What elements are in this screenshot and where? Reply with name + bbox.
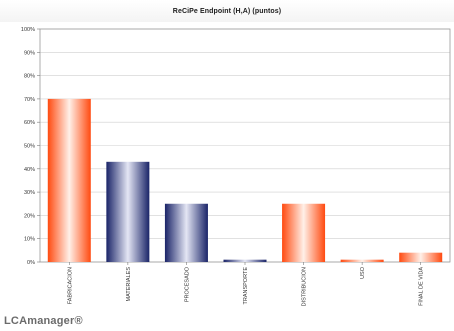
grid-layer [40, 28, 450, 263]
y-tick-label: 20% [24, 213, 35, 219]
x-tick-label: PROCESADO [184, 266, 190, 302]
lcamanager-watermark: LCAmanager® [4, 315, 83, 327]
y-tick-label: 40% [24, 167, 35, 173]
bar-layer [47, 98, 443, 263]
y-tick-label: 100% [21, 27, 35, 33]
y-tick-label: 30% [24, 190, 35, 196]
label-layer: 0% 10% 20% 30% 40% 50% 60% 70% 80% 90% 100% FABRICA… [21, 27, 425, 306]
x-tick-label: DISTRIBUCION [302, 267, 308, 306]
x-tick-label: TRANSPORTE [243, 267, 249, 305]
chart-title: ReCiPe Endpoint (H,A) (puntos) [172, 8, 282, 15]
chart-title-bar [0, 0, 454, 22]
y-tick-label: 70% [24, 97, 35, 103]
y-tick-label: 90% [24, 50, 35, 56]
y-tick-label: 0% [27, 260, 35, 266]
bar-distribucion [282, 203, 326, 262]
x-tick-label: FINAL DE VIDA [419, 267, 425, 306]
x-tick-label: MATERIALES [126, 267, 132, 302]
bar-final-de-vida [399, 252, 443, 262]
y-tick-label: 10% [24, 237, 35, 243]
bar-materiales [106, 161, 150, 262]
x-tick-label: USO [360, 266, 366, 279]
bar-procesado [164, 203, 208, 262]
bar-transporte [223, 259, 267, 262]
bar-uso [340, 259, 384, 262]
y-tick-label: 80% [24, 74, 35, 80]
y-tick-label: 50% [24, 144, 35, 150]
x-tick-label: FABRICACION [67, 267, 73, 304]
y-tick-label: 60% [24, 120, 35, 126]
bar-fabricacion [47, 98, 91, 263]
axis-layer [37, 28, 451, 265]
